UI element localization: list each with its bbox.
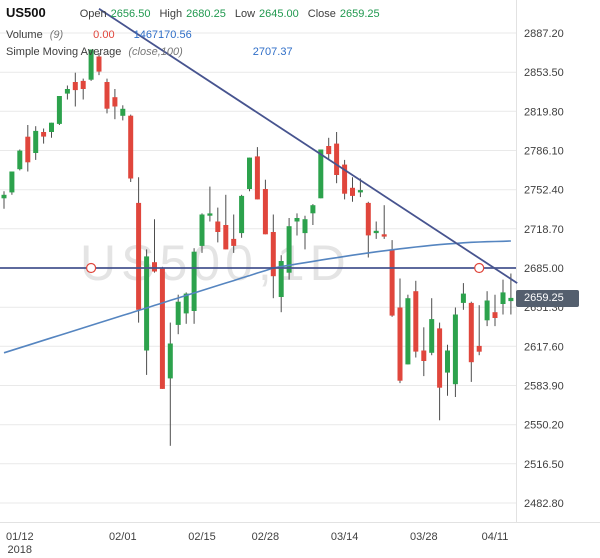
svg-text:2819.80: 2819.80 — [524, 106, 564, 118]
svg-text:2617.60: 2617.60 — [524, 341, 564, 353]
low-value: 2645.00 — [259, 8, 299, 20]
volume-param: (9) — [49, 29, 64, 41]
svg-text:2550.20: 2550.20 — [524, 420, 564, 432]
close-label: Close — [307, 8, 336, 20]
volume-indicator-row[interactable]: Volume (9) 0.00 1467170.56 — [6, 29, 389, 41]
svg-text:2786.10: 2786.10 — [524, 146, 564, 158]
volume-label: Volume — [6, 29, 43, 41]
time-axis[interactable] — [0, 522, 516, 558]
svg-text:01/12: 01/12 — [6, 531, 34, 543]
line-handle[interactable] — [85, 262, 97, 274]
open-value: 2656.50 — [110, 8, 151, 20]
svg-text:04/11: 04/11 — [482, 531, 509, 543]
volume-value-red: 0.00 — [93, 29, 115, 41]
svg-text:2685.00: 2685.00 — [524, 263, 564, 275]
sma-value: 2707.37 — [252, 46, 293, 58]
open-label: Open — [79, 8, 107, 20]
chart-legend: US500 Open 2656.50 High 2680.25 Low 2645… — [6, 5, 389, 58]
symbol-ohlc-row[interactable]: US500 Open 2656.50 High 2680.25 Low 2645… — [6, 5, 389, 20]
svg-text:2752.40: 2752.40 — [524, 185, 564, 197]
candles-series — [1, 49, 514, 446]
sma-label: Simple Moving Average — [6, 46, 122, 58]
high-value: 2680.25 — [186, 8, 226, 20]
svg-text:2718.70: 2718.70 — [524, 224, 564, 236]
svg-text:2853.50: 2853.50 — [524, 67, 564, 79]
svg-text:03/28: 03/28 — [410, 531, 438, 543]
time-axis-labels: 01/12 02/01 02/15 02/28 03/14 03/28 04/11 2018 — [6, 531, 508, 556]
low-label: Low — [234, 8, 256, 20]
svg-text:03/14: 03/14 — [331, 531, 359, 543]
last-price-badge: 2659.25 — [516, 290, 579, 307]
symbol-title: US500 — [6, 5, 46, 20]
volume-value-blue: 1467170.56 — [133, 29, 192, 41]
close-value: 2659.25 — [339, 8, 380, 20]
high-label: High — [159, 8, 183, 20]
svg-text:2482.80: 2482.80 — [524, 498, 564, 510]
svg-text:02/15: 02/15 — [188, 531, 216, 543]
svg-text:2583.90: 2583.90 — [524, 381, 564, 393]
price-axis[interactable] — [516, 0, 600, 522]
sma-line — [3, 240, 511, 354]
price-axis-labels: 2887.20 2853.50 2819.80 2786.10 2752.40 2718.… — [524, 28, 564, 510]
sma-param: (close,100) — [128, 46, 183, 58]
svg-text:02/28: 02/28 — [252, 531, 280, 543]
trendline[interactable] — [98, 8, 518, 284]
svg-text:2887.20: 2887.20 — [524, 28, 564, 40]
line-handle[interactable] — [474, 262, 485, 274]
svg-text:2516.50: 2516.50 — [524, 459, 564, 471]
svg-text:2018: 2018 — [8, 544, 32, 556]
price-gridlines — [0, 32, 516, 504]
svg-text:02/01: 02/01 — [109, 531, 137, 543]
sma-indicator-row[interactable]: Simple Moving Average (close,100) 2707.3… — [6, 46, 389, 58]
